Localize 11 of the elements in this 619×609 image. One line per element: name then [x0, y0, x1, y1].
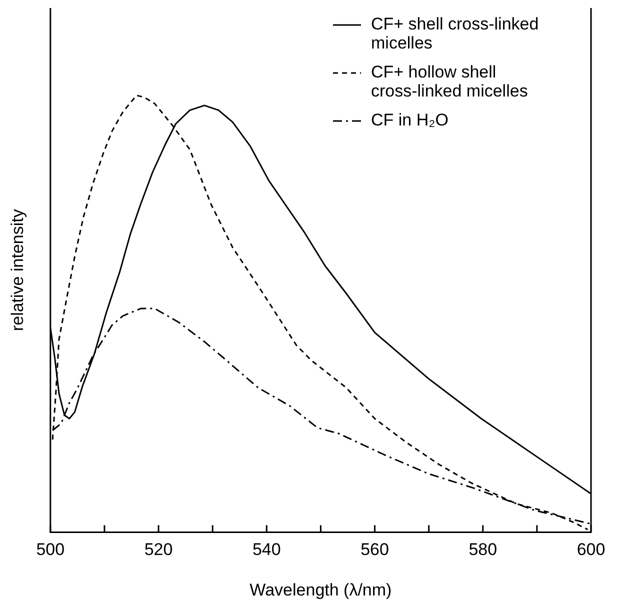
- x-axis-title: Wavelength (λ/nm): [250, 580, 392, 600]
- x-tick-label: 600: [576, 540, 606, 560]
- x-tick-label: 500: [36, 540, 65, 560]
- x-tick-label: 520: [144, 540, 173, 560]
- x-tick-label: 540: [252, 540, 281, 560]
- y-axis-title: relative intensity: [8, 208, 27, 332]
- legend-label: CF+ shell cross-linked micelles: [371, 14, 539, 53]
- legend-label: CF in H₂O: [371, 110, 448, 130]
- x-tick-label: 560: [360, 540, 389, 560]
- legend-label: CF+ hollow shell cross-linked micelles: [371, 62, 528, 101]
- x-tick-label: 580: [468, 540, 498, 560]
